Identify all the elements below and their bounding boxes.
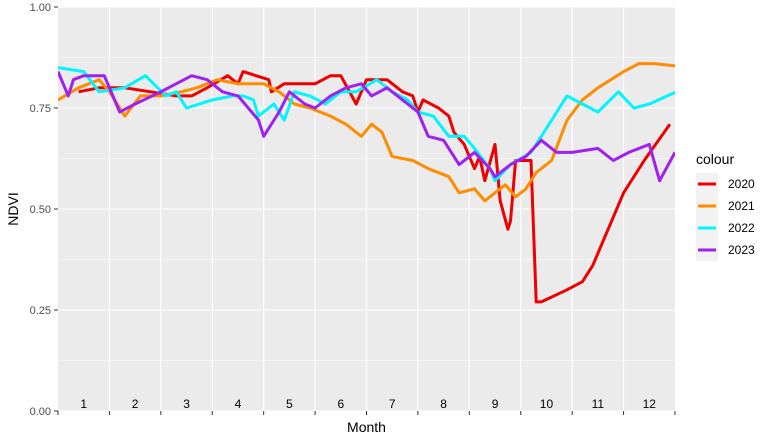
series-line-2022: [58, 66, 675, 183]
y-axis-title: NDVI: [5, 192, 21, 225]
legend-title: colour: [696, 151, 734, 167]
month-label: 6: [337, 397, 344, 411]
legend-label-2022: 2022: [728, 221, 755, 235]
x-axis-title: Month: [347, 419, 386, 435]
month-label: 7: [389, 397, 396, 411]
x-axis: [57, 411, 676, 415]
month-label: 8: [440, 397, 447, 411]
month-label: 4: [235, 397, 242, 411]
y-tick-label: 1.00: [30, 2, 51, 14]
legend-label-2023: 2023: [728, 243, 755, 257]
legend: colour 2020 2021 2022 2023: [696, 151, 755, 261]
month-label: 11: [592, 397, 605, 411]
legend-label-2020: 2020: [728, 177, 755, 191]
y-axis: 0.00 0.25 0.50 0.75 1.00: [30, 2, 58, 418]
month-label: 3: [183, 397, 190, 411]
y-tick-label: 0.25: [30, 305, 51, 317]
y-tick-label: 0.50: [30, 204, 51, 216]
series-lines: [58, 62, 675, 304]
y-tick-label: 0.00: [30, 406, 51, 418]
y-tick-label: 0.75: [30, 103, 51, 115]
month-label: 1: [80, 397, 87, 411]
grid-major: [58, 6, 675, 412]
month-label: 2: [132, 397, 139, 411]
series-line-2023: [58, 71, 675, 183]
month-labels: 1 2 3 4 5 6 7 8 9 10 11 12: [80, 397, 656, 411]
legend-label-2021: 2021: [728, 199, 755, 213]
month-label: 12: [643, 397, 657, 411]
month-label: 5: [286, 397, 293, 411]
month-label: 9: [492, 397, 499, 411]
month-label: 10: [540, 397, 554, 411]
